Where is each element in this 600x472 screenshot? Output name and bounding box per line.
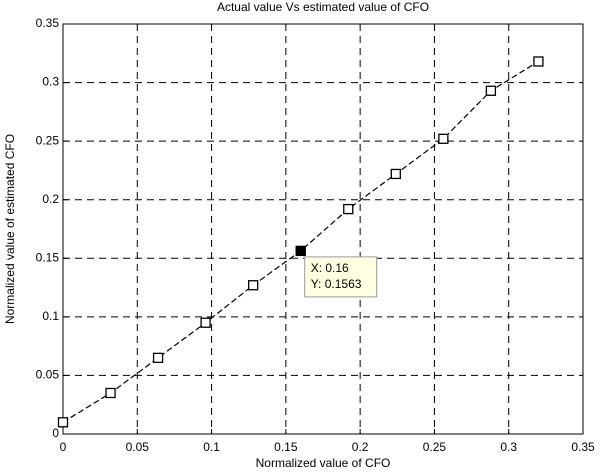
datatip-box [304,256,378,298]
data-marker [248,280,259,291]
x-tick-label: 0.05 [126,440,150,454]
chart-title: Actual value Vs estimated value of CFO [217,0,429,14]
y-tick-label: 0.3 [42,75,59,89]
data-marker [390,168,401,180]
data-marker [105,387,116,399]
y-tick-label: 0 [52,426,59,440]
data-marker [152,352,164,364]
y-tick-label: 0.2 [42,192,59,206]
y-tick-label: 0.25 [36,133,60,147]
x-axis-label: Normalized value of CFO [256,456,391,470]
plot-frame [62,23,584,435]
data-marker [485,85,497,96]
x-tick-label: 0 [60,440,67,454]
data-marker [343,203,354,215]
datatip-text: X: 0.16 [311,261,349,275]
data-marker [200,317,211,328]
data-marker [57,417,69,428]
plot-area [63,24,583,434]
data-marker [533,56,544,67]
y-axis-label: Normalized value of estimated CFO [3,134,17,324]
x-tick-label: 0.15 [274,440,298,454]
datatip-marker [295,245,306,256]
y-tick-label: 0.35 [36,16,60,30]
y-tick-label: 0.1 [42,309,59,323]
x-tick-label: 0.2 [352,440,369,454]
data-marker [438,133,449,144]
x-tick-label: 0.35 [571,440,595,454]
datatip-text: Y: 0.1563 [311,277,362,291]
x-tick-label: 0.3 [500,440,517,454]
y-tick-label: 0.15 [36,250,60,264]
x-tick-label: 0.25 [423,440,447,454]
y-tick-label: 0.05 [36,368,60,382]
x-tick-label: 0.1 [203,440,220,454]
